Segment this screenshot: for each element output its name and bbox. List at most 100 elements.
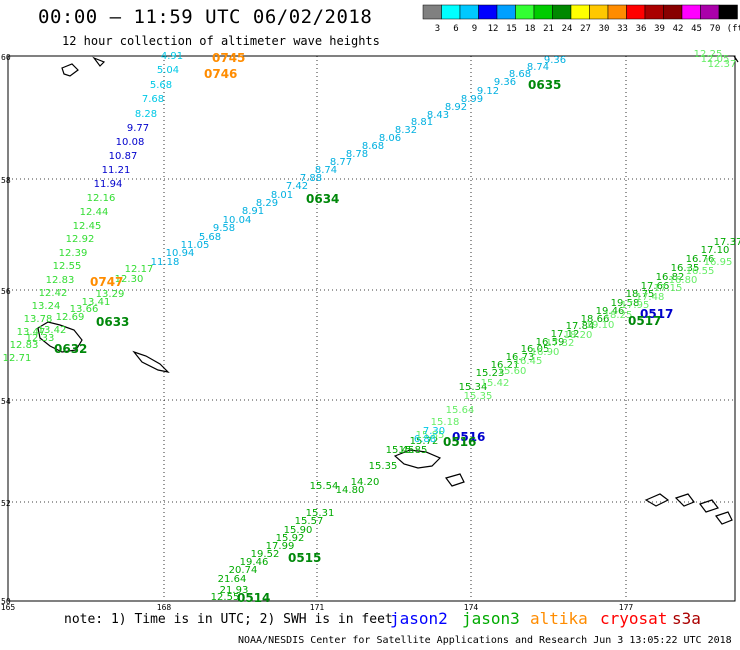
satellite-jason2: jason2 xyxy=(390,609,448,628)
wave-height-value: 12.71 xyxy=(3,353,32,364)
wave-height-value: 9.77 xyxy=(127,123,149,134)
legend-label: 21 xyxy=(543,24,554,34)
credit-line: NOAA/NESDIS Center for Satellite Applica… xyxy=(238,635,732,646)
track-pass-0747-north: 9.77 10.08 10.87 11.21 11.94 xyxy=(94,123,149,190)
legend-swatch xyxy=(607,4,627,20)
wave-height-value: 8.32 xyxy=(395,125,417,136)
wave-height-value: 15.31 xyxy=(306,508,335,519)
pass-time-label: 0632 xyxy=(54,342,87,356)
wave-height-value: 19.10 xyxy=(586,320,615,331)
track-pass-0746: 4.91 5.04 5.68 7.68 8.28 xyxy=(135,51,183,120)
wave-height-value: 17.32 xyxy=(546,338,575,349)
legend-label: 33 xyxy=(617,24,628,34)
wave-height-value: 17.10 xyxy=(701,245,730,256)
legend-label: 15 xyxy=(506,24,517,34)
lon-tick-label: 177 xyxy=(619,603,634,612)
wave-height-value: 12.42 xyxy=(39,288,68,299)
map-subtitle: 12 hour collection of altimeter wave hei… xyxy=(62,34,380,48)
track-pass-0516-0517: 15.72 15.34 15.2316.2116.7316.0516.5917.12… xyxy=(410,237,740,447)
altimeter-tracks: 4.91 5.04 5.68 7.68 8.28 9.77 10.08 10.87 11.21 1… xyxy=(3,49,740,603)
pass-time-label: 0515 xyxy=(288,551,321,565)
wave-height-value: 15.18 xyxy=(431,417,460,428)
legend-label: 18 xyxy=(525,24,536,34)
wave-height-value: 14.80 xyxy=(336,485,365,496)
wave-height-value: 15.45 xyxy=(386,445,415,456)
legend-label: 12 xyxy=(488,24,499,34)
wave-height-value: 8.68 xyxy=(509,69,531,80)
wave-height-value: 16.80 xyxy=(669,275,698,286)
satellite-s3a: s3a xyxy=(672,609,701,628)
wave-height-value: 7.88 xyxy=(300,173,322,184)
wave-height-value: 15.35 xyxy=(464,391,493,402)
legend-label: 70 xyxy=(710,24,721,34)
wave-height-value: 17.99 xyxy=(266,541,295,552)
wave-height-value: 8.43 xyxy=(427,110,449,121)
wave-height-value: 13.29 xyxy=(96,289,125,300)
legend-label: 27 xyxy=(580,24,591,34)
lat-tick-label: 58 xyxy=(1,176,11,185)
coastlines xyxy=(37,55,739,525)
legend-label: 3 xyxy=(435,24,440,34)
wave-height-value: 20.74 xyxy=(229,565,258,576)
wave-height-value: 16.73 xyxy=(506,352,535,363)
wave-height-value: 17.95 xyxy=(621,300,650,311)
wave-height-value: 15.90 xyxy=(284,525,313,536)
legend-label: (ft) xyxy=(727,24,740,34)
lon-tick-label: 171 xyxy=(310,603,325,612)
wave-height-value: 19.46 xyxy=(240,557,269,568)
wave-height-value: 16.05 xyxy=(521,344,550,355)
wave-height-value: 12.55 xyxy=(53,261,82,272)
wave-height-value: 16.82 xyxy=(656,272,685,283)
legend-swatch xyxy=(718,4,738,20)
wave-height-value: 8.91 xyxy=(242,206,264,217)
wave-height-value: 12.17 xyxy=(125,264,154,275)
legend-swatch xyxy=(644,4,664,20)
pass-time-label: 0517 xyxy=(640,307,673,321)
pass-time-label: 0634 xyxy=(306,192,339,206)
legend-swatch xyxy=(626,4,646,20)
wave-height-value: 8.78 xyxy=(346,149,368,160)
wave-height-value: 9.12 xyxy=(477,86,499,97)
wave-height-value: 11.05 xyxy=(181,240,210,251)
legend-label: 39 xyxy=(654,24,665,34)
wave-height-value: 21.64 xyxy=(218,574,247,585)
wave-height-value: 5.68 xyxy=(199,232,221,243)
wave-height-value: 9.36 xyxy=(544,55,566,66)
map-frame xyxy=(7,55,736,602)
pass-time-label: 0635 xyxy=(528,78,561,92)
wave-height-value: 17.66 xyxy=(641,281,670,292)
wave-height-value: 18.25 xyxy=(604,310,633,321)
lat-tick-label: 54 xyxy=(1,397,11,406)
wave-height-value: 13.24 xyxy=(32,301,61,312)
wave-height-value: 8.01 xyxy=(271,190,293,201)
wave-height-value: 12.92 xyxy=(66,234,95,245)
lat-tick-label: 50 xyxy=(1,597,11,606)
pass-time-label: 0633 xyxy=(96,315,129,329)
wave-height-value: 7.30 xyxy=(423,426,445,437)
legend-swatch xyxy=(422,4,442,20)
wave-height-value: 9.58 xyxy=(213,223,235,234)
wave-height-value: 8.06 xyxy=(379,133,401,144)
track-pass-0515-lower: 12.5521.9321.6420.7419.4619.5217.9915.92… xyxy=(211,445,428,603)
wave-height-value: 12.37 xyxy=(708,59,737,70)
legend-swatch xyxy=(533,4,553,20)
wave-height-value: 19.52 xyxy=(251,549,280,560)
wave-height-value: 8.92 xyxy=(445,102,467,113)
wave-height-value: 16.45 xyxy=(514,356,543,367)
wave-height-value: 4.91 xyxy=(161,51,183,62)
wave-height-value: 13.41 xyxy=(82,297,111,308)
pass-time-label: 0745 xyxy=(212,51,245,65)
wave-height-value: 13.66 xyxy=(70,304,99,315)
lat-tick-label: 60 xyxy=(1,53,11,62)
wave-height-value: 16.59 xyxy=(536,337,565,348)
lat-tick-label: 52 xyxy=(1,499,11,508)
wave-height-value: 15.23 xyxy=(476,368,505,379)
wave-height-value: 13.78 xyxy=(24,314,53,325)
legend-swatch xyxy=(570,4,590,20)
wave-height-value: 15.60 xyxy=(498,366,527,377)
wave-height-value: 17.15 xyxy=(654,283,683,294)
